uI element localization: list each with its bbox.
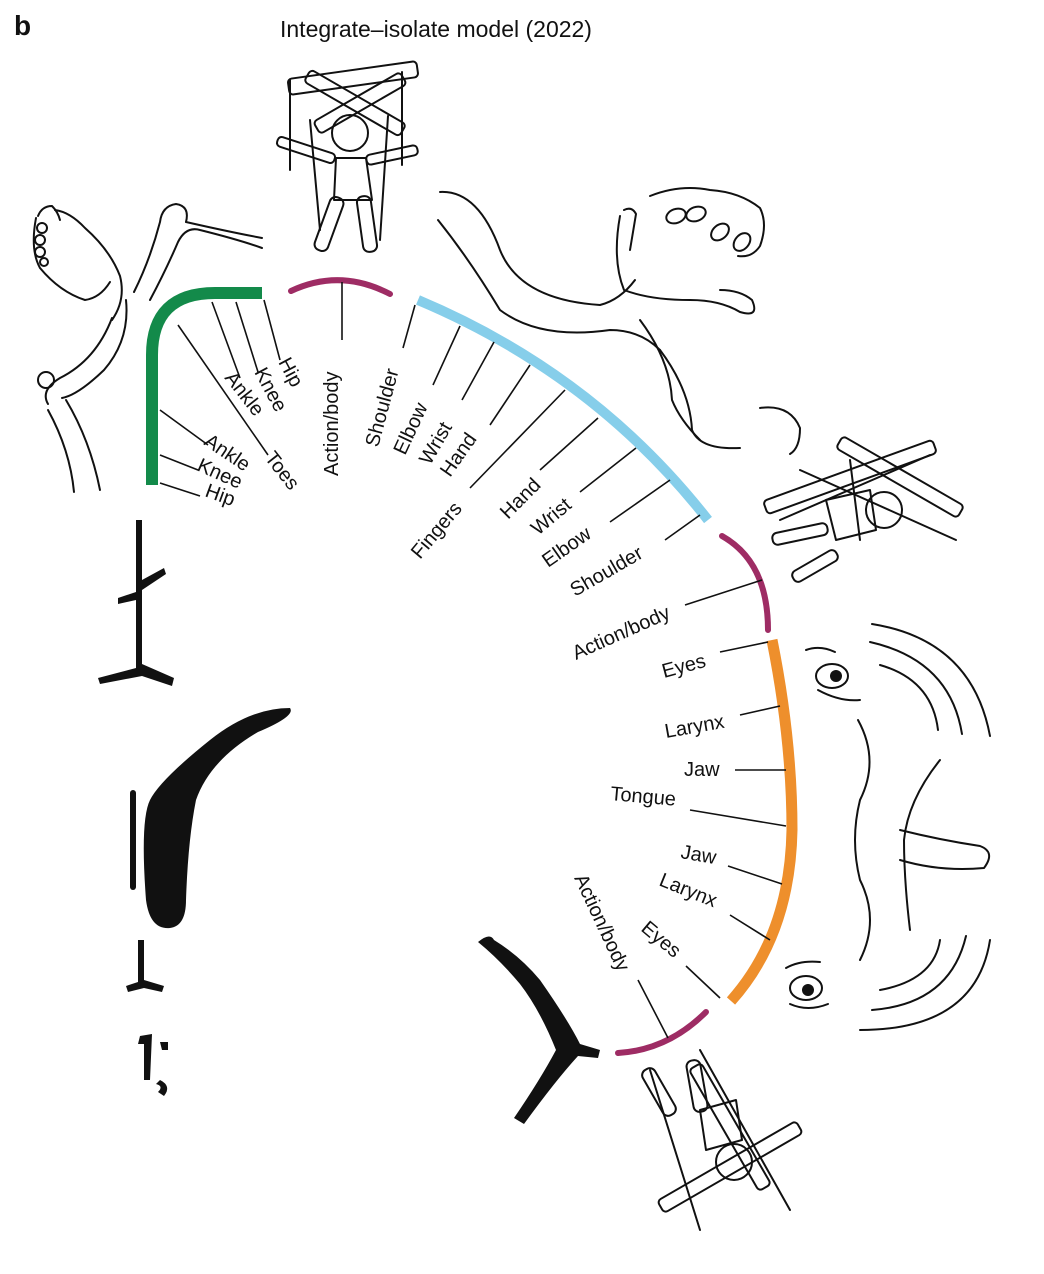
action-body-arc-middle [719, 533, 771, 633]
action-body-arc-bottom [615, 1009, 709, 1056]
figure-title: Integrate–isolate model (2022) [280, 16, 592, 42]
mouth-label: Jaw [684, 759, 720, 781]
mouth-region-arc [726, 638, 798, 1005]
face-illustration [785, 623, 991, 1031]
action-body-label-top: Action/body [321, 371, 343, 476]
panel-letter: b [14, 10, 32, 41]
mouth-label: Larynx [656, 869, 720, 912]
mouth-label: Tongue [610, 783, 677, 811]
hand-ticks [402, 304, 701, 541]
puppet-illustration [275, 60, 419, 253]
mouth-labels: Eyes Larynx Jaw Tongue Jaw Larynx Eyes [610, 650, 726, 962]
action-bottom-tick [637, 979, 669, 1039]
mouth-ticks [685, 641, 787, 999]
hand-labels: Shoulder Elbow Wrist Hand Fingers Hand W… [362, 366, 648, 601]
action-body-label-bottom: Action/body [569, 871, 633, 975]
brain-sulcus-shapes [98, 520, 600, 1124]
foot-region-arc [146, 287, 262, 485]
foot-ticks [159, 299, 281, 497]
action-body-label-middle: Action/body [569, 602, 673, 665]
hand-region-arc [416, 295, 712, 524]
puppet-illustration [763, 436, 964, 583]
mouth-label: Jaw [679, 841, 718, 869]
mouth-label: Eyes [660, 650, 709, 683]
foot-labels: Hip Knee Ankle Toes Ankle Knee Hip [194, 354, 307, 511]
hand-label: Fingers [407, 498, 467, 563]
foot-label: Toes [260, 448, 303, 495]
action-mid-tick [684, 579, 763, 606]
mouth-label: Eyes [637, 917, 685, 962]
leg-illustration [32, 203, 263, 493]
arm-hand-illustration [437, 187, 801, 455]
mouth-label: Larynx [663, 711, 726, 743]
action-body-arc-top [288, 277, 393, 297]
puppet-illustration [641, 1049, 803, 1231]
